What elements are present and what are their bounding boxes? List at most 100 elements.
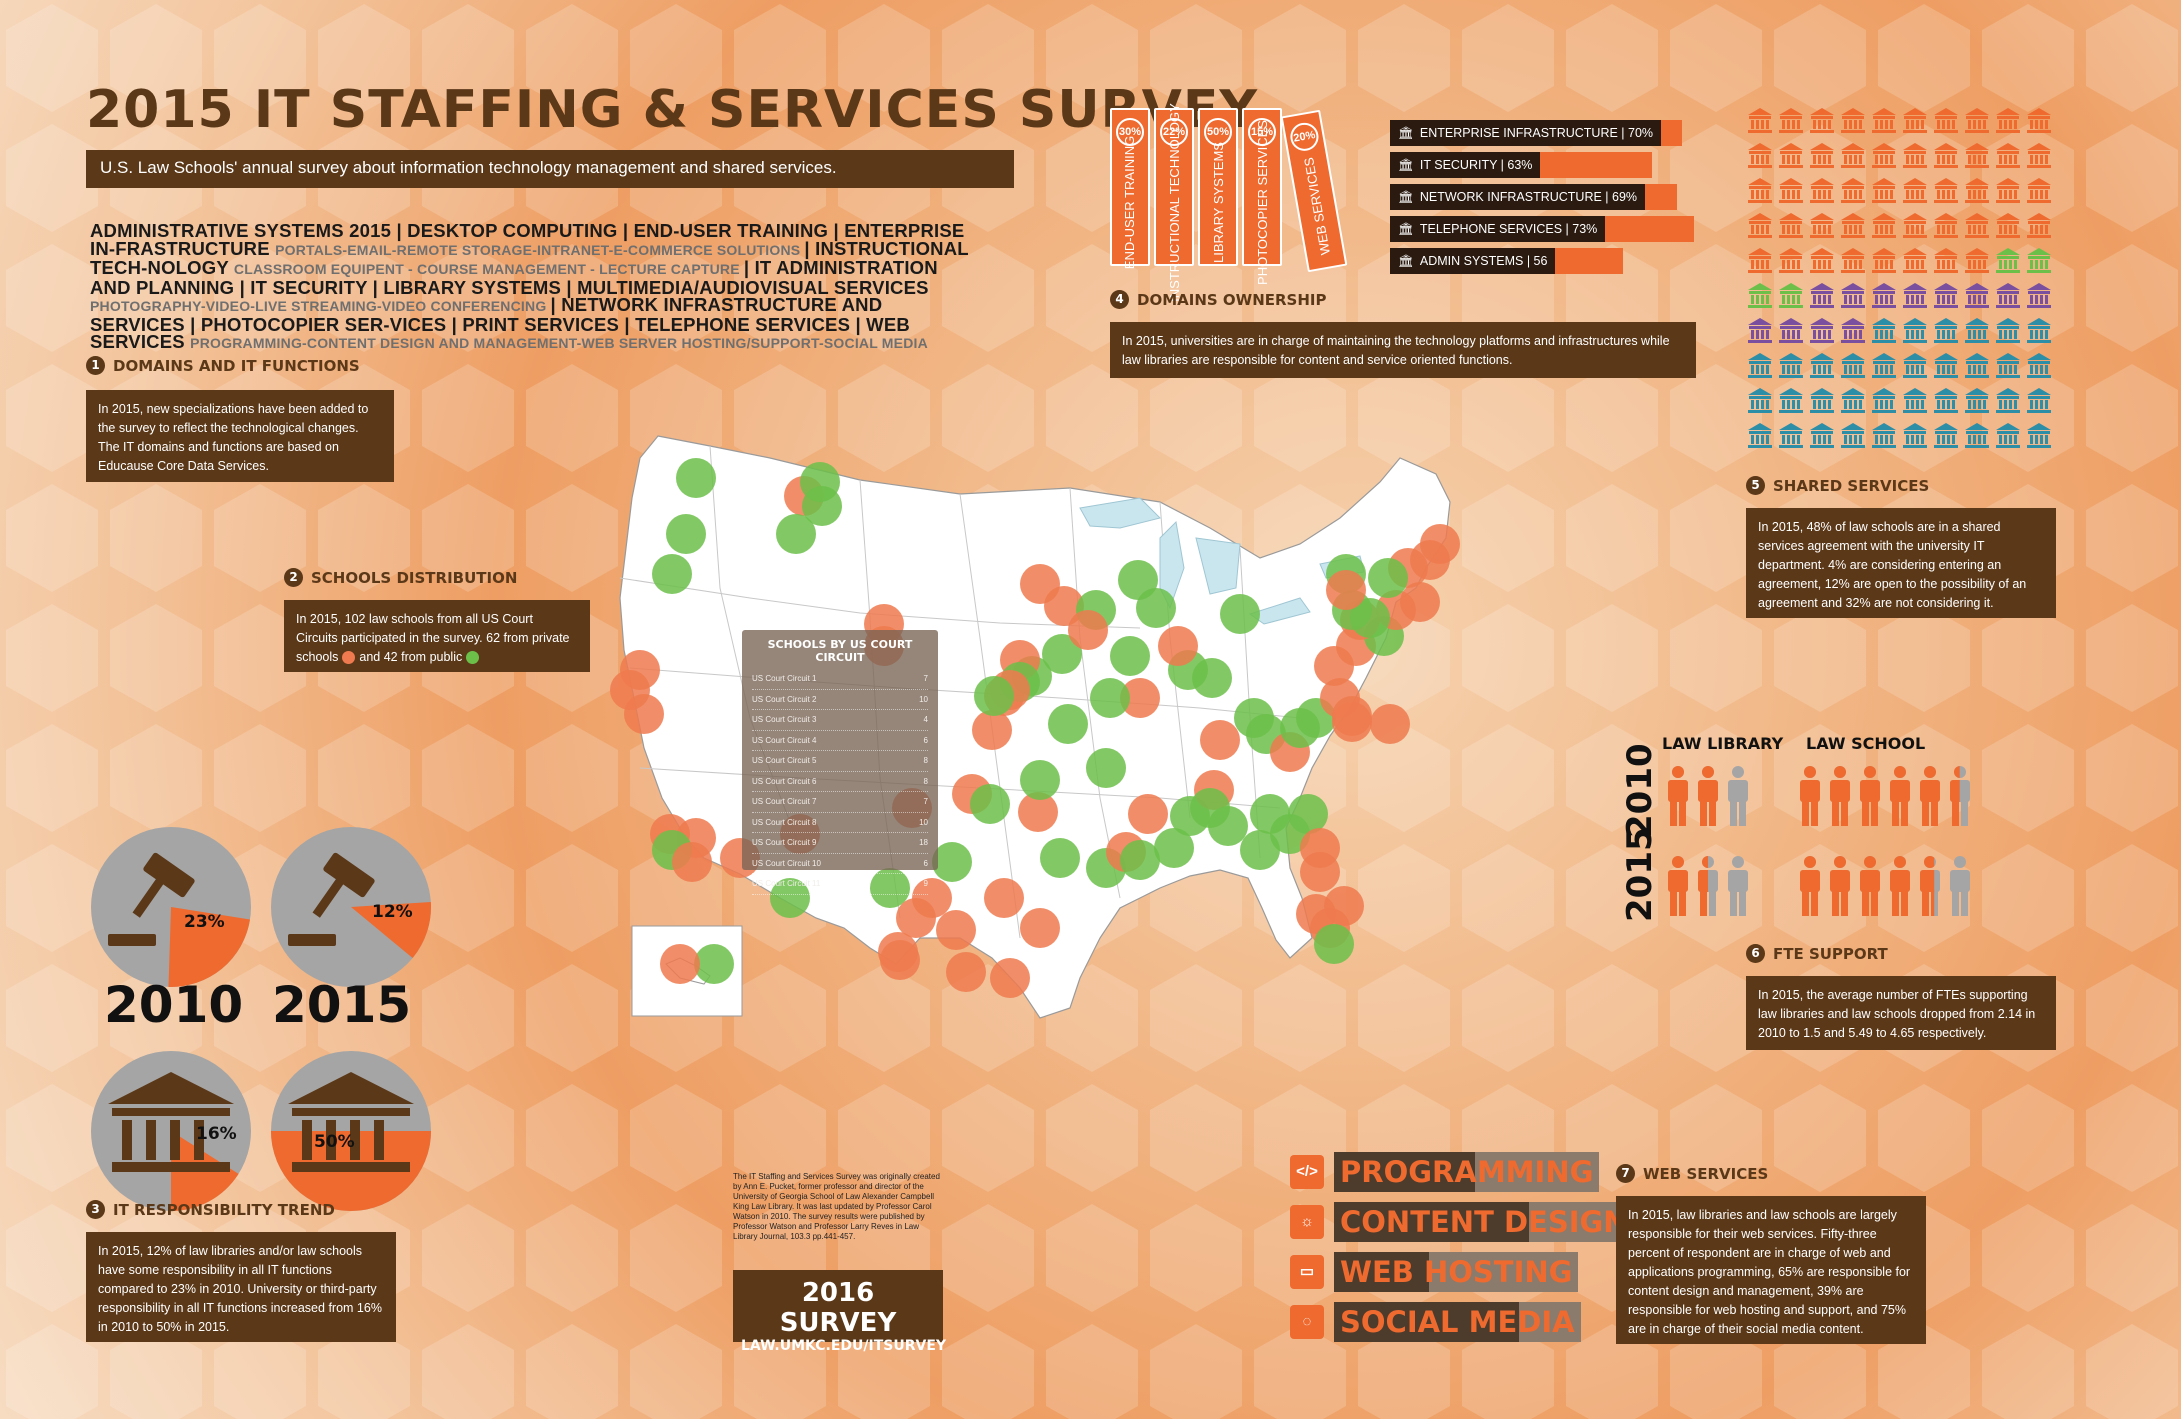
shared-service-icon: [1779, 353, 1803, 378]
section-2-text: In 2015, 102 law schools from all US Cou…: [284, 600, 590, 672]
shared-service-icon: [1934, 178, 1958, 203]
section-title: WEB SERVICES: [1643, 1164, 1769, 1183]
web-service-bar: SOCIAL MEDIA: [1334, 1302, 1581, 1342]
shared-service-icon: [1965, 143, 1989, 168]
us-map-shape: [619, 435, 1451, 1019]
survey-2016-title: 2016 SURVEY: [779, 1278, 897, 1338]
shared-service-icon: [1841, 388, 1865, 413]
fte-person-school-2015: [1890, 856, 1910, 916]
court-circuit-row: US Court Circuit 11 9: [752, 874, 928, 895]
us-map: [610, 435, 1460, 1019]
section-5-header: 5 SHARED SERVICES: [1746, 476, 1929, 495]
fte-year-2010: 2010: [1620, 743, 1660, 838]
public-school-dot: [1220, 594, 1260, 634]
private-school-dot: [936, 910, 976, 950]
building-2015-chart: [271, 1051, 431, 1211]
court-circuit-count: 8: [923, 776, 928, 786]
public-school-dot: [1240, 830, 1280, 870]
shared-service-icon: [1965, 178, 1989, 203]
domain-book: 22% INSTRUCTIONAL TECHNOLOGY: [1154, 103, 1194, 301]
domain-text-segment: | INSTRUCTIONAL TECH-NOLOGY: [90, 237, 969, 278]
fte-person-school-2015: [1800, 856, 1820, 916]
pie-gavel-2010: 23%: [86, 822, 256, 992]
gavel-2015-chart: [271, 827, 431, 987]
programming-icon: </>: [1290, 1155, 1324, 1189]
private-legend-dot: [342, 651, 356, 665]
shared-service-icon: [1934, 388, 1958, 413]
private-school-dot: [912, 878, 952, 918]
public-school-dot: [870, 868, 910, 908]
private-school-dot: [1420, 524, 1460, 564]
shared-service-icon: [1841, 353, 1865, 378]
private-school-dot: [990, 958, 1030, 998]
court-circuit-count: 18: [919, 838, 928, 847]
section-number: 1: [86, 356, 105, 375]
institution-icon: 🏛: [1398, 221, 1414, 236]
survey-2016-box[interactable]: 2016 SURVEY LAW.UMKC.EDU/ITSURVEY: [733, 1270, 946, 1354]
web-service-label: PROGRAMMING: [1340, 1155, 1594, 1189]
section-number: 2: [284, 568, 303, 587]
shared-service-icon: [1872, 143, 1896, 168]
private-school-dot: [1332, 702, 1372, 742]
court-circuit-count: 8: [923, 756, 928, 765]
domain-text-segment: PHOTOGRAPHY-VIDEO-LIVE STREAMING-VIDEO C…: [90, 298, 551, 314]
shared-service-icon: [1810, 423, 1834, 448]
shared-service-icon: [1934, 248, 1958, 273]
shared-service-icon: [1748, 283, 1772, 308]
private-school-dot: [946, 952, 986, 992]
ownership-bar-text: NETWORK INFRASTRUCTURE | 69%: [1419, 190, 1638, 204]
court-circuit-count: 10: [919, 817, 928, 827]
private-school-dot: [972, 710, 1012, 750]
shared-service-icon: [1965, 283, 1989, 308]
distribution-text-public: and 42 from public: [359, 650, 463, 664]
section-number: 7: [1616, 1164, 1635, 1183]
shared-service-icon: [1996, 423, 2020, 448]
private-school-dot: [1370, 704, 1410, 744]
shared-service-icon: [1779, 283, 1803, 308]
book-label: WEB SERVICES: [1300, 155, 1333, 256]
ownership-bar: 🏛 NETWORK INFRASTRUCTURE | 69%: [1390, 184, 1678, 210]
section-number: 4: [1110, 290, 1129, 309]
survey-url-link[interactable]: LAW.UMKC.EDU/ITSURVEY: [741, 1338, 947, 1354]
private-school-dot: [1120, 678, 1160, 718]
shared-service-icon: [2027, 423, 2051, 448]
pie-slice: [351, 901, 431, 958]
domain-text-segment: ADMINISTRATIVE SYSTEMS 2015 | DESKTOP CO…: [90, 220, 965, 259]
private-school-dot: [1068, 610, 1108, 650]
pie-building-2010: 16%: [86, 1046, 256, 1216]
shared-service-icon: [1996, 248, 2020, 273]
shared-service-icon: [1934, 353, 1958, 378]
shared-service-icon: [1810, 213, 1834, 238]
shared-service-icon: [1841, 108, 1865, 133]
section-6-text: In 2015, the average number of FTEs supp…: [1746, 976, 2056, 1050]
private-school-dot: [1324, 886, 1364, 926]
survey-credit: The IT Staffing and Services Survey was …: [733, 1172, 940, 1241]
public-school-dot: [1314, 924, 1354, 964]
shared-service-icon: [1872, 283, 1896, 308]
domain-text-segment: PROGRAMMING-CONTENT DESIGN AND MANAGEMEN…: [190, 335, 928, 351]
ownership-bar: 🏛 ADMIN SYSTEMS | 56: [1390, 248, 1624, 274]
shared-service-icon: [1996, 388, 2020, 413]
court-circuit-count: 10: [919, 694, 928, 704]
shared-service-icon: [1872, 318, 1896, 343]
section-4-header: 4 DOMAINS OWNERSHIP: [1110, 290, 1326, 309]
ownership-bar-text: IT SECURITY | 63%: [1419, 158, 1533, 172]
shared-service-icon: [1872, 423, 1896, 448]
private-school-dot: [880, 940, 920, 980]
shared-service-icon: [1810, 143, 1834, 168]
web-service-bar: CONTENT DESIGN: [1334, 1202, 1634, 1242]
shared-service-icon: [1779, 423, 1803, 448]
ownership-bar: 🏛 IT SECURITY | 63%: [1390, 152, 1653, 178]
institution-icon: 🏛: [1398, 253, 1414, 268]
section-7-text: In 2015, law libraries and law schools a…: [1616, 1196, 1926, 1344]
ownership-bar: 🏛 TELEPHONE SERVICES | 73%: [1390, 216, 1694, 242]
shared-service-icon: [2027, 283, 2051, 308]
public-school-dot: [974, 676, 1014, 716]
public-school-dot: [1288, 794, 1328, 834]
section-title: DOMAINS AND IT FUNCTIONS: [113, 356, 360, 375]
courthouse-icon: [108, 1072, 234, 1172]
section-4-text: In 2015, universities are in charge of m…: [1110, 322, 1696, 378]
shared-service-icon: [1996, 353, 2020, 378]
public-school-dot: [776, 514, 816, 554]
shared-service-icon: [1903, 178, 1927, 203]
